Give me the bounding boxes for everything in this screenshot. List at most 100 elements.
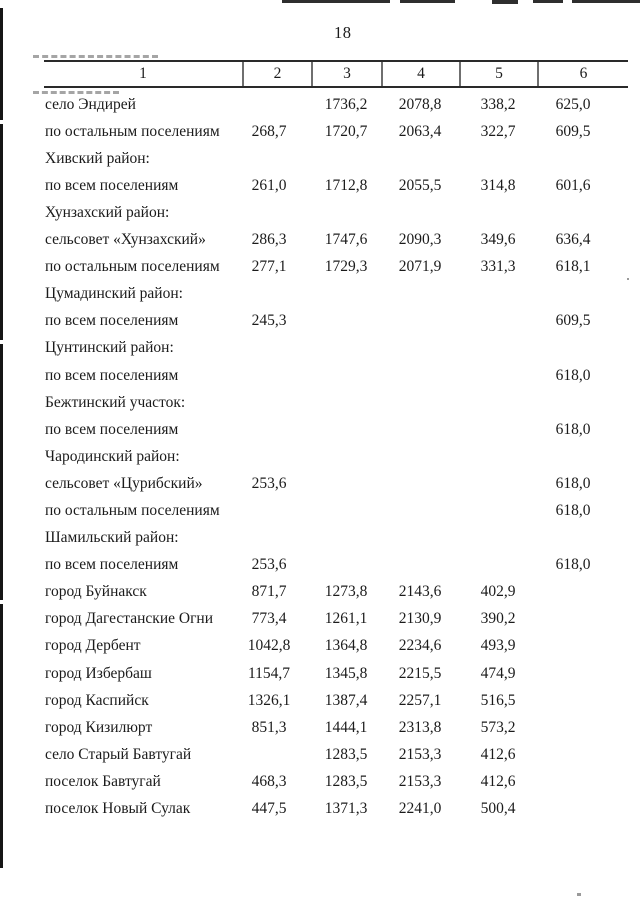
row-value-cell <box>537 142 628 169</box>
row-value-cell <box>537 603 628 630</box>
row-label-cell: по остальным поселениям <box>45 502 220 519</box>
row-value-cell: 618,0 <box>555 366 591 384</box>
row-value-cell: 2215,5 <box>398 664 442 682</box>
scan-edge-top <box>400 0 455 3</box>
row-value-cell <box>381 494 459 521</box>
row-value-cell <box>311 332 381 359</box>
row-value-cell: 474,9 <box>480 664 516 682</box>
row-value-cell: 2313,8 <box>398 718 442 736</box>
row-value-cell <box>311 142 381 169</box>
row-value-cell: 1364,8 <box>324 637 368 655</box>
row-value-cell: 277,1 <box>251 258 287 276</box>
row-value-cell: 1736,2 <box>324 95 368 113</box>
row-value-cell: 1261,1 <box>324 610 368 628</box>
row-value-cell: 349,6 <box>480 231 516 249</box>
row-value-cell <box>459 549 537 576</box>
row-label-cell: по всем поселениям <box>45 556 179 574</box>
row-value-cell <box>459 413 537 440</box>
row-value-cell: 268,7 <box>251 122 287 140</box>
row-value-cell: 447,5 <box>251 800 287 818</box>
row-value-cell <box>311 494 381 521</box>
table-row: по остальным поселениям 277,1 1729,3 207… <box>44 251 628 278</box>
row-value-cell <box>242 332 311 359</box>
row-value-cell <box>459 196 537 223</box>
row-value-cell <box>381 522 459 549</box>
row-label-cell: Бежтинский участок: <box>45 393 186 411</box>
row-value-cell: 636,4 <box>555 231 591 249</box>
table-row: поселок Бавтугай 468,3 1283,5 2153,3 412… <box>44 765 628 792</box>
row-value-cell: 2063,4 <box>398 122 442 140</box>
row-value-cell <box>242 440 311 467</box>
scan-speck <box>577 893 581 896</box>
row-value-cell: 253,6 <box>251 474 287 492</box>
row-value-cell <box>537 332 628 359</box>
row-value-cell <box>537 738 628 765</box>
row-label-cell: Цунтинский район: <box>45 339 174 357</box>
column-header: 4 <box>381 62 459 86</box>
table-row: по всем поселениям 618,0 <box>44 413 628 440</box>
row-value-cell <box>537 576 628 603</box>
scan-smudge <box>33 55 158 58</box>
table-row: город Буйнакск 871,7 1273,8 2143,6 402,9 <box>44 576 628 603</box>
row-value-cell: 331,3 <box>480 258 516 276</box>
row-value-cell <box>311 196 381 223</box>
table-row: Хивский район: <box>44 142 628 169</box>
row-value-cell: 493,9 <box>480 637 516 655</box>
table-row: Хунзахский район: <box>44 196 628 223</box>
row-value-cell: 1712,8 <box>324 176 368 194</box>
row-label-cell: город Дагестанские Огни <box>45 610 214 628</box>
table-row: по остальным поселениям 268,7 1720,7 206… <box>44 115 628 142</box>
row-value-cell <box>242 494 311 521</box>
row-value-cell: 871,7 <box>251 583 287 601</box>
row-label-cell: поселок Новый Сулак <box>45 800 191 818</box>
row-label-cell: Чародинский район: <box>45 447 180 465</box>
row-value-cell: 2078,8 <box>398 95 442 113</box>
row-label-cell: по остальным поселениям <box>45 122 220 140</box>
row-value-cell: 1747,6 <box>324 231 368 249</box>
row-value-cell <box>459 305 537 332</box>
table-row: Чародинский район: <box>44 440 628 467</box>
row-value-cell: 618,0 <box>555 474 591 492</box>
row-value-cell: 1387,4 <box>324 691 368 709</box>
row-value-cell: 314,8 <box>480 176 516 194</box>
row-value-cell: 2071,9 <box>398 258 442 276</box>
row-value-cell <box>537 278 628 305</box>
row-value-cell: 573,2 <box>480 718 516 736</box>
row-value-cell <box>242 359 311 386</box>
table-row: село Эндирей 1736,2 2078,8 338,2 625,0 <box>44 88 628 115</box>
scan-edge-left <box>0 124 3 340</box>
scan-edge-top <box>492 0 518 4</box>
column-header: 6 <box>537 62 628 86</box>
row-value-cell <box>381 440 459 467</box>
column-header: 3 <box>311 62 381 86</box>
row-value-cell: 618,0 <box>555 502 591 519</box>
table-row: поселок Новый Сулак 447,5 1371,3 2241,0 … <box>44 792 628 819</box>
row-value-cell: 322,7 <box>480 122 516 140</box>
row-value-cell: 338,2 <box>480 95 516 113</box>
row-value-cell: 412,6 <box>480 772 516 790</box>
row-value-cell <box>242 738 311 765</box>
row-value-cell: 618,0 <box>555 556 591 574</box>
data-table: 1 2 3 4 5 6 село Эндирей 1736,2 2078,8 3… <box>44 60 628 820</box>
row-value-cell <box>537 630 628 657</box>
row-value-cell <box>459 494 537 521</box>
row-label-cell: по всем поселениям <box>45 420 179 438</box>
row-value-cell <box>381 467 459 494</box>
row-label-cell: город Каспийск <box>45 691 149 709</box>
page-number: 18 <box>334 23 352 42</box>
row-value-cell <box>459 142 537 169</box>
column-header: 1 <box>139 65 147 83</box>
scan-edge-left <box>0 344 3 600</box>
table-row: сельсовет «Хунзахский» 286,3 1747,6 2090… <box>44 223 628 250</box>
row-value-cell: 261,0 <box>251 176 287 194</box>
row-value-cell: 1273,8 <box>324 583 368 601</box>
row-value-cell <box>537 196 628 223</box>
row-value-cell: 618,1 <box>555 258 591 276</box>
column-header: 2 <box>242 62 311 86</box>
table-row: село Старый Бавтугай 1283,5 2153,3 412,6 <box>44 738 628 765</box>
scan-edge-top <box>282 0 390 3</box>
table-row: город Дербент 1042,8 1364,8 2234,6 493,9 <box>44 630 628 657</box>
row-value-cell: 402,9 <box>480 583 516 601</box>
row-value-cell: 390,2 <box>480 610 516 628</box>
row-value-cell <box>381 305 459 332</box>
